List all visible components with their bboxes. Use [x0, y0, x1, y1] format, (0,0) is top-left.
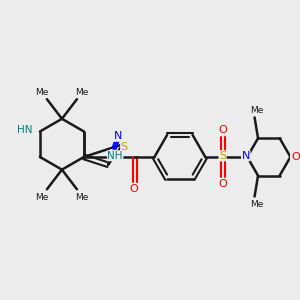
Text: Me: Me: [250, 200, 264, 209]
Text: C: C: [110, 149, 117, 158]
Text: O: O: [292, 152, 300, 162]
Text: Me: Me: [36, 88, 49, 97]
Text: O: O: [129, 184, 138, 194]
Text: NH: NH: [107, 151, 123, 161]
Text: Me: Me: [36, 193, 49, 202]
Text: N: N: [114, 131, 123, 141]
Text: Me: Me: [75, 88, 88, 97]
Text: N: N: [242, 151, 250, 161]
Text: Me: Me: [250, 106, 264, 115]
Text: S: S: [219, 151, 226, 161]
Text: S: S: [121, 142, 128, 152]
Text: Me: Me: [75, 193, 88, 202]
Text: HN: HN: [17, 125, 33, 135]
Text: O: O: [218, 125, 227, 135]
Text: O: O: [218, 178, 227, 188]
